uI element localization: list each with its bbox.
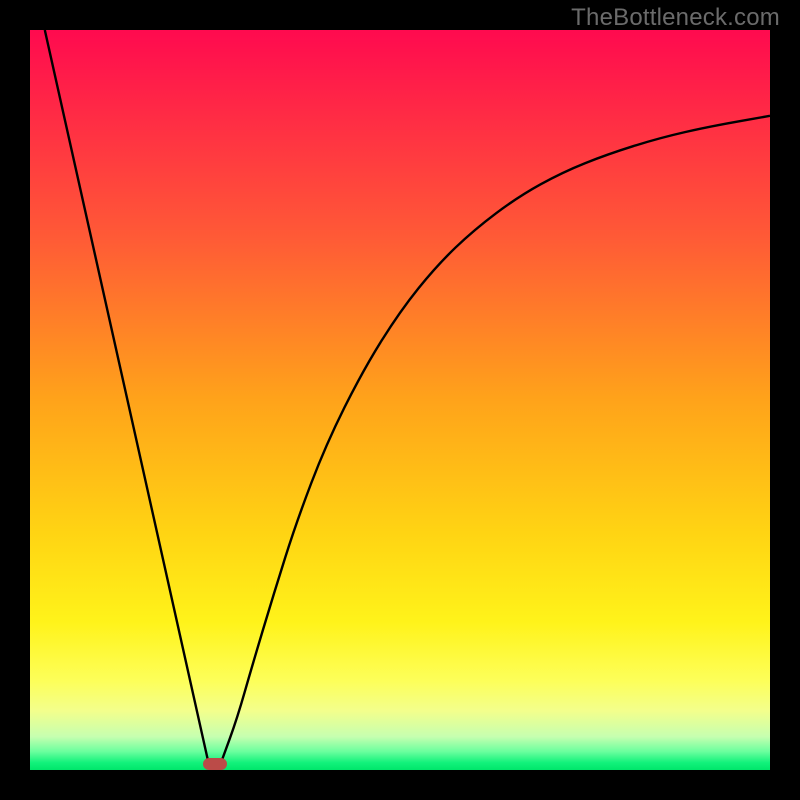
watermark-label: TheBottleneck.com bbox=[571, 4, 780, 32]
vertex-marker bbox=[203, 758, 227, 770]
bottleneck-curve bbox=[0, 0, 800, 800]
